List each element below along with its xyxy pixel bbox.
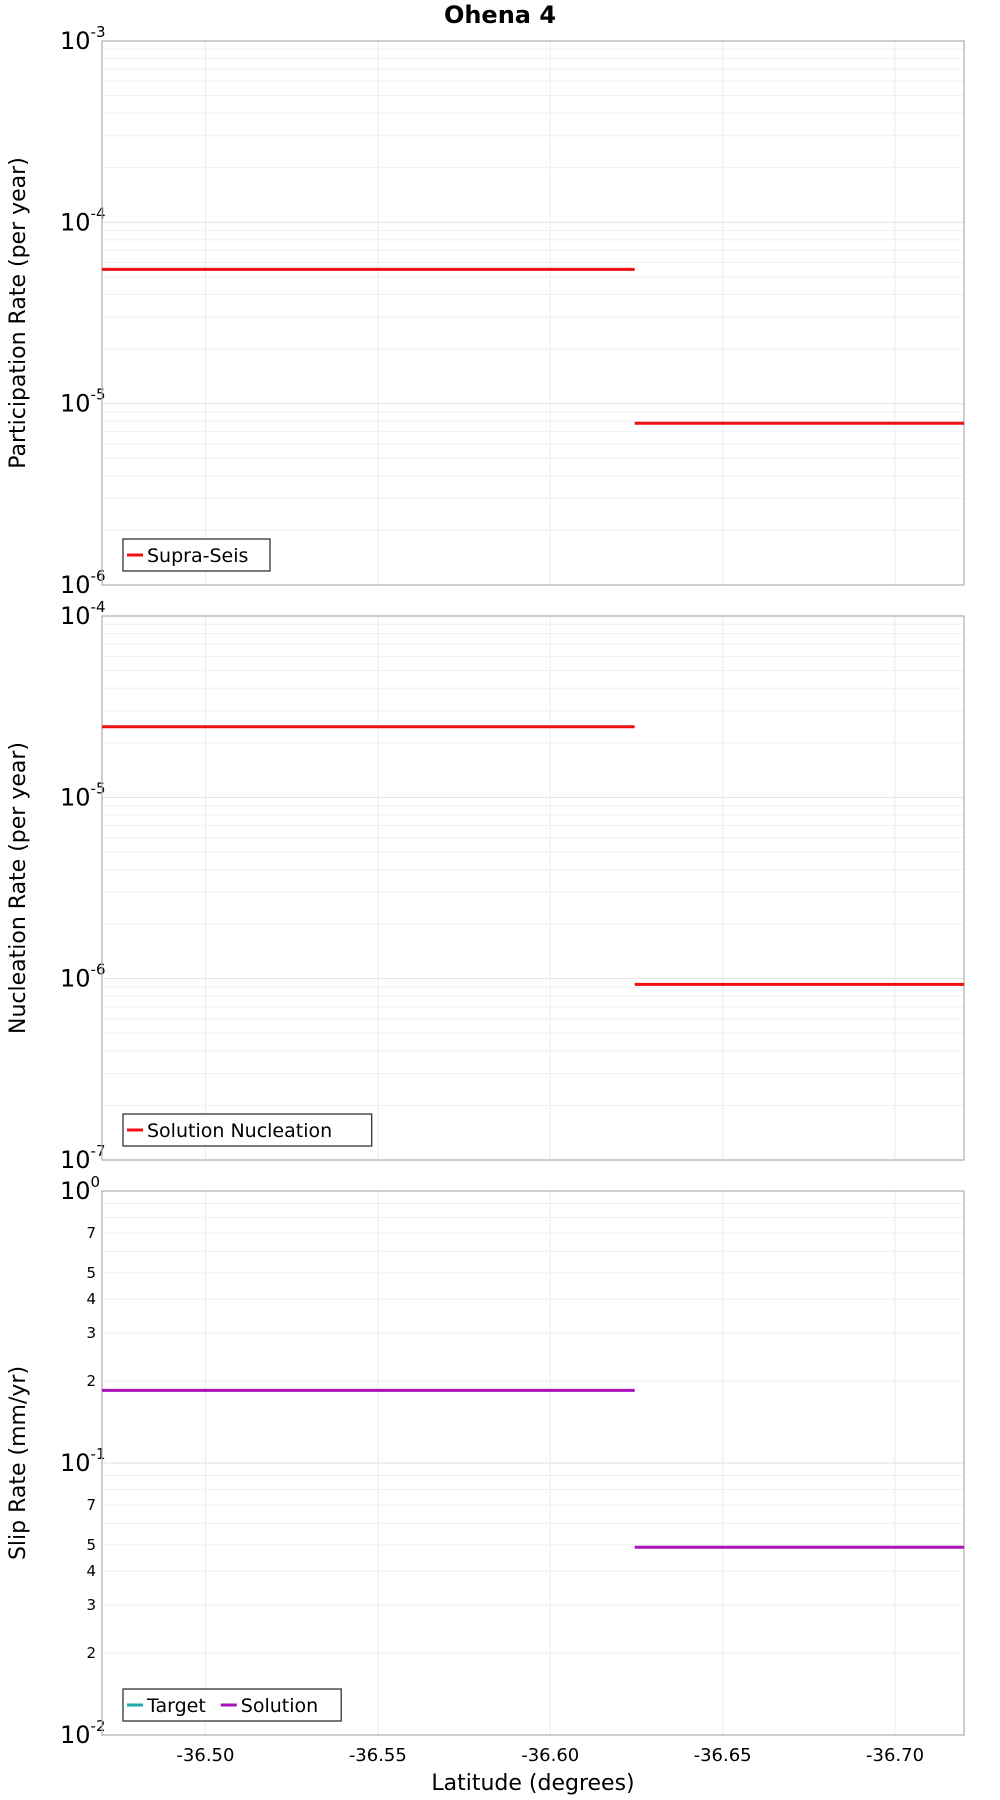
chart-title: Ohena 4 xyxy=(444,1,556,29)
plot-frame xyxy=(101,1190,965,1736)
plot-frame xyxy=(101,615,965,1161)
plot-frame xyxy=(101,40,965,586)
legend: Solution Nucleation xyxy=(122,1113,373,1147)
x-axis-label: Latitude (degrees) xyxy=(431,1771,634,1796)
y-axis-label: Participation Rate (per year) xyxy=(6,157,31,469)
y-tick-label: 100 xyxy=(60,1173,100,1205)
legend-label: Solution Nucleation xyxy=(147,1120,332,1142)
y-minor-tick-label: 5 xyxy=(86,1264,96,1282)
y-minor-tick-label: 3 xyxy=(86,1324,96,1342)
y-minor-tick-label: 3 xyxy=(86,1596,96,1614)
y-tick-label: 10-4 xyxy=(60,598,106,630)
legend-label: Solution xyxy=(241,1695,318,1717)
y-minor-tick-label: 2 xyxy=(86,1372,96,1390)
x-tick-label: -36.70 xyxy=(866,1745,924,1766)
y-minor-tick-label: 2 xyxy=(86,1644,96,1662)
y-minor-tick-label: 4 xyxy=(86,1290,96,1308)
legend: Target Solution xyxy=(122,1688,342,1722)
x-tick-label: -36.55 xyxy=(349,1745,407,1766)
y-minor-tick-label: 7 xyxy=(86,1496,96,1514)
x-axis-ticks: -36.50 -36.55 -36.60 -36.65 -36.70 xyxy=(176,1745,924,1766)
y-tick-label: 10-3 xyxy=(60,23,106,55)
series-solution-nucleation xyxy=(102,725,964,986)
y-minor-tick-label: 7 xyxy=(86,1224,96,1242)
x-tick-label: -36.60 xyxy=(521,1745,579,1766)
legend: Supra-Seis xyxy=(122,538,271,572)
x-tick-label: -36.50 xyxy=(176,1745,234,1766)
legend-label: Supra-Seis xyxy=(147,545,248,567)
series-solution xyxy=(102,1388,964,1549)
y-minor-tick-label: 5 xyxy=(86,1536,96,1554)
y-minor-tick-label: 4 xyxy=(86,1562,96,1580)
legend-label: Target xyxy=(146,1695,206,1717)
legend-box xyxy=(122,538,271,572)
y-tick-label: 10-4 xyxy=(60,204,106,236)
x-tick-label: -36.65 xyxy=(694,1745,752,1766)
legend-box xyxy=(122,1113,373,1147)
y-axis-label: Slip Rate (mm/yr) xyxy=(6,1366,31,1560)
series-supra-seis xyxy=(102,267,964,425)
y-axis-label: Nucleation Rate (per year) xyxy=(6,742,31,1034)
